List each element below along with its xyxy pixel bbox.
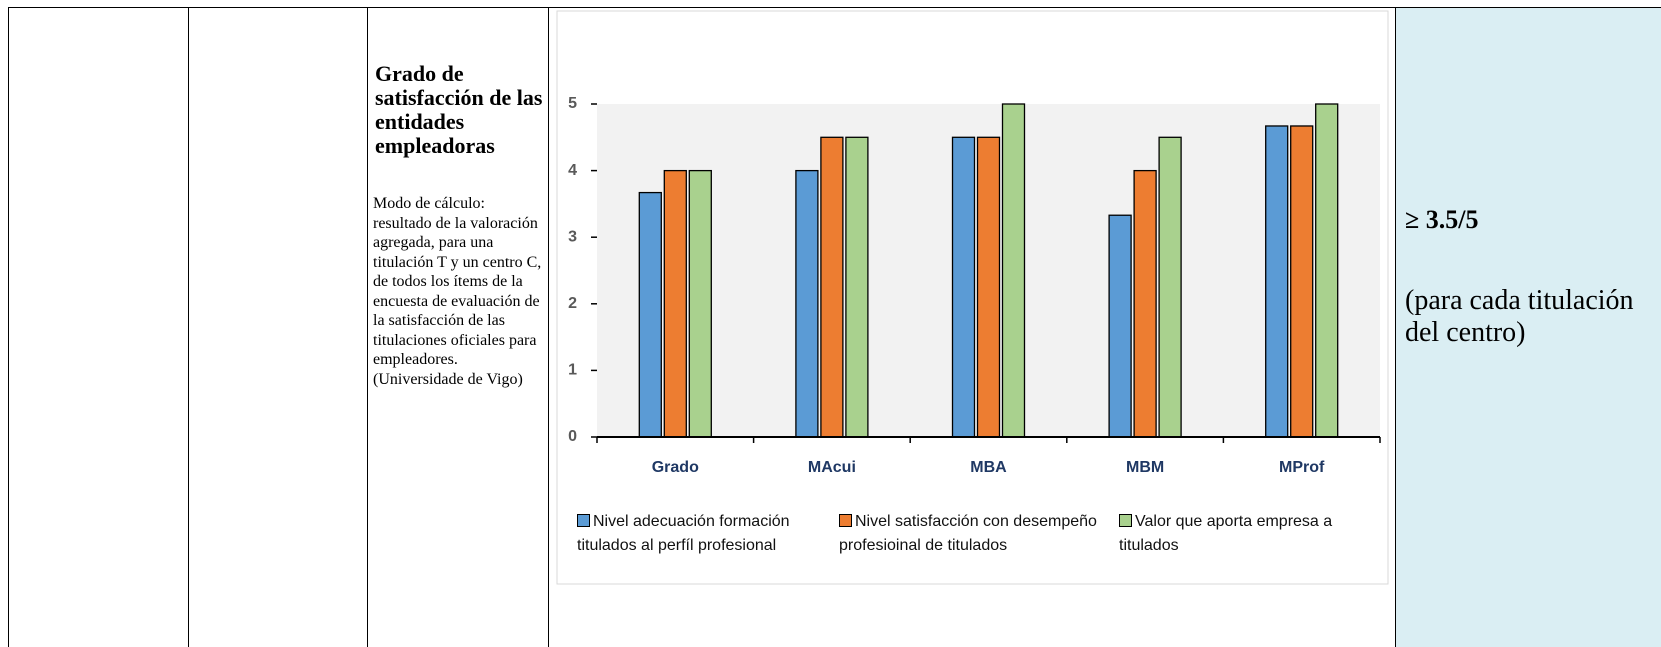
bar <box>951 136 976 438</box>
legend-swatch <box>1119 514 1132 527</box>
table-cell <box>8 7 189 647</box>
y-tick-label: 4 <box>568 162 577 179</box>
y-tick-label: 1 <box>568 362 577 379</box>
target-note: (para cada titulación del centro) <box>1405 285 1634 348</box>
x-tick-label: MBM <box>1126 459 1164 476</box>
bar <box>663 169 687 438</box>
legend-swatch <box>577 514 590 527</box>
x-tick-label: MAcui <box>808 459 856 476</box>
bar <box>1108 214 1132 438</box>
table-cell <box>188 7 368 647</box>
legend-label: Nivel adecuación formación titulados al … <box>577 513 790 554</box>
legend-entry: Valor que aporta empresa a titulados <box>1119 510 1389 558</box>
bar <box>795 169 819 438</box>
chart: 0 1 2 3 4 5 Grado MAcui MBA MBM MProf <box>556 10 1389 585</box>
bar <box>1290 125 1314 438</box>
bar <box>1001 103 1026 438</box>
target-value: ≥ 3.5/5 <box>1405 205 1479 234</box>
legend-label: Valor que aporta empresa a titulados <box>1119 513 1333 554</box>
legend-label: Nivel satisfacción con desempeño profesi… <box>839 513 1097 554</box>
table-cell <box>548 7 1396 647</box>
indicator-description: Modo de cálculo: resultado de la valorac… <box>373 195 542 388</box>
y-tick-label: 2 <box>568 295 577 312</box>
page: Grado de satisfacción de las entidades e… <box>8 7 1661 647</box>
chart-frame <box>556 10 1389 585</box>
bar <box>688 169 712 438</box>
bar <box>1315 103 1339 438</box>
legend-entry: Nivel adecuación formación titulados al … <box>577 510 832 558</box>
y-tick-label: 3 <box>568 228 577 245</box>
bar <box>638 191 662 438</box>
legend-entry: Nivel satisfacción con desempeño profesi… <box>839 510 1114 558</box>
y-tick-label: 0 <box>568 428 577 445</box>
indicator-title: Grado de satisfacción de las entidades e… <box>375 61 543 158</box>
bar <box>1158 136 1182 438</box>
table-cell <box>1395 7 1661 647</box>
x-tick-label: Grado <box>652 459 699 476</box>
bar <box>845 136 869 438</box>
bar <box>976 136 1001 438</box>
bar <box>1265 125 1289 438</box>
y-tick-label: 5 <box>568 95 577 112</box>
table-cell <box>367 7 549 647</box>
x-tick-label: MProf <box>1279 459 1325 476</box>
bar <box>1133 169 1157 438</box>
x-tick-label: MBA <box>970 459 1007 476</box>
bar <box>820 136 844 438</box>
legend-swatch <box>839 514 852 527</box>
